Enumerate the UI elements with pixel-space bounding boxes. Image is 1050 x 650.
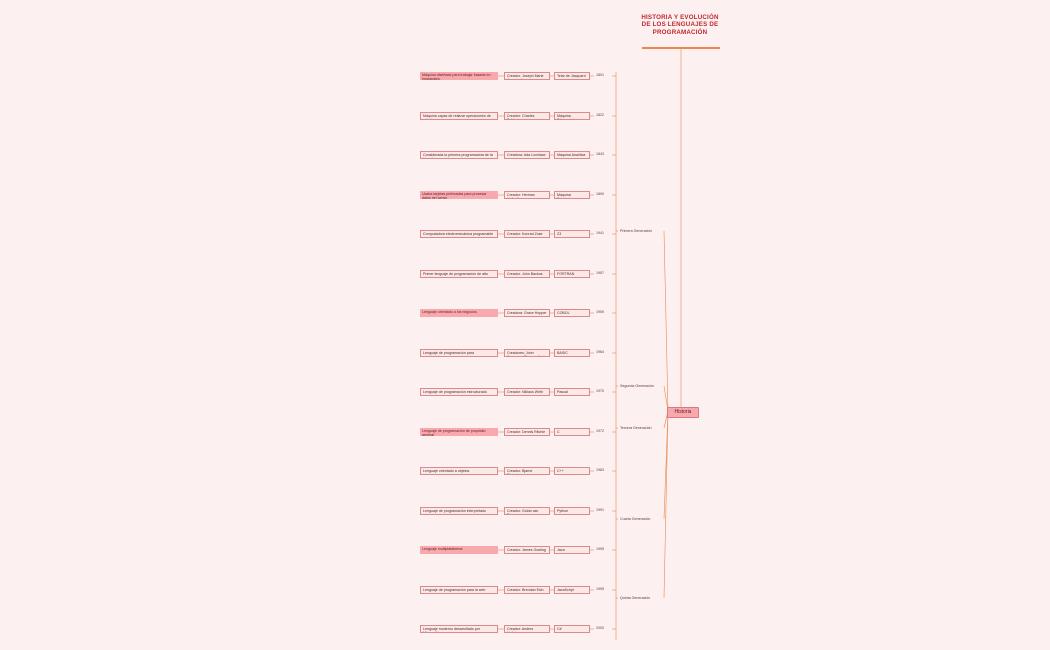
event-description[interactable]: Primer lenguaje de programación de alto … <box>420 270 498 278</box>
event-description[interactable]: Lenguaje de programación de propósito ge… <box>420 428 498 436</box>
event-name[interactable]: BASIC <box>554 349 590 357</box>
event-year[interactable]: 1801 <box>596 73 604 77</box>
event-year[interactable]: 1970 <box>596 389 604 393</box>
event-creator[interactable]: Creador: Brendan Eich <box>504 586 550 594</box>
era-label[interactable]: Quinta Generación <box>620 596 651 600</box>
event-year[interactable]: 1972 <box>596 429 604 433</box>
event-name[interactable]: Python <box>554 507 590 515</box>
event-year[interactable]: 1983 <box>596 468 604 472</box>
event-creator[interactable]: Creador: Dennis Ritchie <box>504 428 550 436</box>
event-name[interactable]: Z3 <box>554 230 590 238</box>
event-name[interactable]: Máquina Diferencial <box>554 112 590 120</box>
event-year[interactable]: 1995 <box>596 547 604 551</box>
event-name[interactable]: C# <box>554 625 590 633</box>
event-year[interactable]: 1890 <box>596 192 604 196</box>
event-year[interactable]: 1995 <box>596 587 604 591</box>
hub-node-historia[interactable]: Historia <box>667 407 699 418</box>
event-description[interactable]: Considerada la primera programadora de l… <box>420 151 498 159</box>
event-name[interactable]: COBOL <box>554 309 590 317</box>
event-description[interactable]: Máquina diseñada para trabajar basada en… <box>420 72 498 80</box>
event-name[interactable]: Telar de Jacquard <box>554 72 590 80</box>
event-creator[interactable]: Creador: Niklaus Wirth <box>504 388 550 396</box>
event-year[interactable]: 1822 <box>596 113 604 117</box>
event-description[interactable]: Lenguaje de programación estructurado <box>420 388 498 396</box>
event-creator[interactable]: Creadora: Grace Hopper <box>504 309 550 317</box>
era-to-hub-line <box>663 385 669 412</box>
event-year[interactable]: 1843 <box>596 152 604 156</box>
era-to-hub-line <box>663 410 669 599</box>
event-name[interactable]: Pascal <box>554 388 590 396</box>
era-label[interactable]: Segunda Generación <box>620 384 654 388</box>
event-year[interactable]: 1991 <box>596 508 604 512</box>
event-description[interactable]: Lenguaje multiplataforma <box>420 546 498 554</box>
event-description[interactable]: Lenguaje de programación interpretado <box>420 507 498 515</box>
event-name[interactable]: C++ <box>554 467 590 475</box>
event-creator[interactable]: Creador: James Gosling <box>504 546 550 554</box>
event-creator[interactable]: Creador: Herman Hollerith <box>504 191 550 199</box>
event-name[interactable]: Máquina Tabuladora <box>554 191 590 199</box>
event-name[interactable]: Máquina Analítica <box>554 151 590 159</box>
title-underline <box>642 47 720 49</box>
event-creator[interactable]: Creador: Guido van Rossum <box>504 507 550 515</box>
event-creator[interactable]: Creador: John Backus <box>504 270 550 278</box>
event-description[interactable]: Lenguaje de programación para principian… <box>420 349 498 357</box>
event-name[interactable]: FORTRAN <box>554 270 590 278</box>
event-description[interactable]: Lenguaje de programación para la web <box>420 586 498 594</box>
event-year[interactable]: 2000 <box>596 626 604 630</box>
event-creator[interactable]: Creador: Bjarne Stroustrup <box>504 467 550 475</box>
era-label[interactable]: Tercera Generación <box>620 426 652 430</box>
era-label[interactable]: Cuarta Generación <box>620 517 651 521</box>
event-description[interactable]: Lenguaje orientado a objetos <box>420 467 498 475</box>
event-year[interactable]: 1941 <box>596 231 604 235</box>
event-description[interactable]: Lenguaje moderno desarrollado por Micros… <box>420 625 498 633</box>
era-to-hub-line <box>663 230 669 412</box>
event-description[interactable]: Computadora electromecánica programable <box>420 230 498 238</box>
event-description[interactable]: Máquina capaz de realizar operaciones de… <box>420 112 498 120</box>
event-year[interactable]: 1964 <box>596 350 604 354</box>
event-description[interactable]: Usaba tarjetas perforadas para procesar … <box>420 191 498 199</box>
event-name[interactable]: Java <box>554 546 590 554</box>
event-creator[interactable]: Creadores: John Kemeny y Thomas Kurtz <box>504 349 550 357</box>
era-label[interactable]: Primera Generación <box>620 229 653 233</box>
event-creator[interactable]: Creadora: Ada Lovelace <box>504 151 550 159</box>
event-creator[interactable]: Creador: Anders Hejlsberg <box>504 625 550 633</box>
event-name[interactable]: C <box>554 428 590 436</box>
page-title[interactable]: HISTORIA Y EVOLUCIÓN DE LOS LENGUAJES DE… <box>641 14 719 36</box>
event-creator[interactable]: Creador: Joseph Marie Jacquard <box>504 72 550 80</box>
event-creator[interactable]: Creador: Charles Babbage <box>504 112 550 120</box>
event-year[interactable]: 1957 <box>596 271 604 275</box>
event-creator[interactable]: Creador: Konrad Zuse <box>504 230 550 238</box>
event-description[interactable]: Lenguaje orientado a los negocios <box>420 309 498 317</box>
event-name[interactable]: JavaScript <box>554 586 590 594</box>
event-year[interactable]: 1959 <box>596 310 604 314</box>
